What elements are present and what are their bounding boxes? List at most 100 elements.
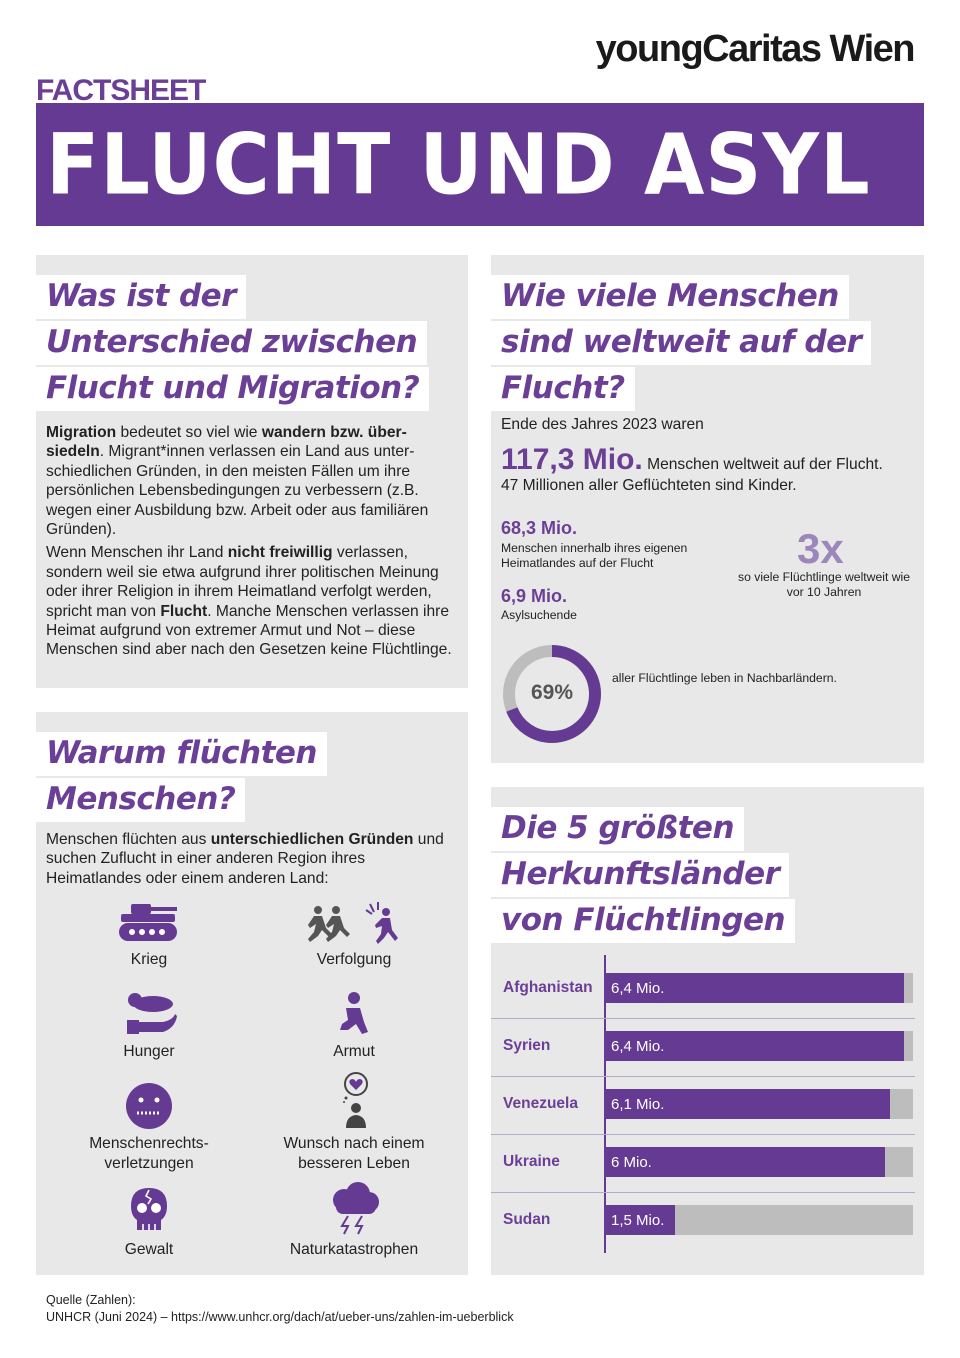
bar — [605, 1089, 890, 1119]
term-wandern: wandern bzw. über-siedeln — [46, 424, 407, 461]
kneeling-person-icon — [340, 992, 368, 1034]
bar-value-label: 6,1 Mio. — [611, 1096, 665, 1113]
panel-numbers: Wie viele Menschen sind weltweit auf der… — [491, 255, 924, 763]
heading-line: sind weltweit auf der — [491, 321, 872, 365]
reason-label: Hunger — [123, 1043, 175, 1060]
reason-verfolgung: Verfolgung — [264, 902, 444, 970]
reason-label: Krieg — [130, 951, 168, 968]
term-migration: Migration — [46, 424, 117, 441]
bar — [605, 1147, 885, 1177]
bar-separator — [491, 1018, 915, 1019]
reason-label: Wunsch nach einem besseren Leben — [283, 1135, 425, 1172]
bar-separator — [491, 1134, 915, 1135]
bar-row: Syrien 6,4 Mio. — [491, 1017, 915, 1075]
bar — [605, 1205, 675, 1235]
numbers-intro: Ende des Jahres 2023 waren — [501, 416, 704, 433]
bar-track: 6 Mio. — [605, 1147, 913, 1177]
reason-label: Gewalt — [124, 1241, 174, 1258]
person-heart-thought-icon — [343, 1072, 368, 1128]
text-span: verlassen, sondern weil sie etwa aufgrun… — [46, 544, 439, 620]
bar-category-label: Venezuela — [503, 1095, 578, 1112]
heading-line: Was ist der — [36, 275, 246, 319]
bar-value-label: 6,4 Mio. — [611, 980, 665, 997]
text-span: Wenn Menschen ihr Land — [46, 544, 228, 562]
heading-line: von Flüchtlingen — [491, 899, 796, 943]
hand-bread-icon — [127, 993, 177, 1034]
heading-line: Warum flüchten — [36, 732, 328, 776]
bar — [605, 1031, 904, 1061]
reason-menschenrechte: Menschenrechts-verletzungen — [59, 1080, 239, 1174]
bar — [605, 973, 904, 1003]
storm-cloud-icon — [333, 1182, 379, 1235]
internal-text: Menschen innerhalb ihres eigenen Heimatl… — [501, 541, 688, 570]
reason-label: Naturkatastrophen — [289, 1241, 419, 1258]
bar-track: 1,5 Mio. — [605, 1205, 913, 1235]
multiplier-value: 3x — [797, 525, 844, 572]
bar-category-label: Syrien — [503, 1037, 551, 1054]
bar-row: Afghanistan 6,4 Mio. — [491, 959, 915, 1017]
heading-line: Flucht? — [491, 367, 635, 411]
source-label: Quelle (Zahlen): — [46, 1293, 136, 1307]
bar-track: 6,4 Mio. — [605, 1031, 913, 1061]
text-span: und suchen Zuflucht in einer anderen Reg… — [46, 831, 444, 887]
reasons-intro: Menschen flüchten aus unterschiedlichen … — [46, 830, 456, 888]
reason-gewalt: Gewalt — [59, 1186, 239, 1260]
bar-value-label: 6,4 Mio. — [611, 1038, 665, 1055]
cracked-skull-icon — [131, 1188, 167, 1230]
bar-category-label: Ukraine — [503, 1153, 560, 1170]
children-note: 47 Millionen aller Geflüchteten sind Kin… — [501, 477, 797, 494]
bar-separator — [491, 1076, 915, 1077]
section-heading: Die 5 größten Herkunftsländer von Flücht… — [491, 807, 796, 945]
reason-armut: Armut — [264, 990, 444, 1062]
section-heading: Wie viele Menschen sind weltweit auf der… — [491, 275, 872, 413]
term-flucht: Flucht — [160, 602, 208, 620]
bar-category-label: Sudan — [503, 1211, 551, 1228]
countries-bar-chart: Afghanistan 6,4 Mio. Syrien 6,4 Mio. Venezue… — [491, 787, 924, 1275]
section-heading: Warum flüchten Menschen? — [36, 732, 328, 824]
reason-krieg: Krieg — [59, 902, 239, 970]
bar-row: Ukraine 6 Mio. — [491, 1133, 915, 1191]
running-people-icon — [308, 902, 398, 944]
difference-text: Migration bedeutet so viel wie wandern b… — [46, 423, 464, 664]
paragraph-flucht: Wenn Menschen ihr Land nicht freiwillig … — [46, 543, 464, 659]
text-span: . Manche Menschen verlassen ihre Heimat … — [46, 602, 452, 659]
heading-line: Menschen? — [36, 778, 246, 822]
panel-countries: Die 5 größten Herkunftsländer von Flücht… — [491, 787, 924, 1275]
heading-line: Herkunftsländer — [491, 853, 790, 897]
term-gruende: unterschiedlichen Gründen — [210, 831, 414, 848]
donut-label: 69% — [530, 681, 574, 704]
reason-naturkatastrophen: Naturkatastrophen — [264, 1182, 444, 1260]
term-nicht-freiwillig: nicht freiwillig — [227, 544, 333, 562]
total-refugees: 117,3 Mio. Menschen weltweit auf der Flu… — [501, 443, 921, 477]
bar-value-label: 1,5 Mio. — [611, 1212, 665, 1229]
bar-category-label: Afghanistan — [503, 979, 593, 996]
multiplier-text: so viele Flüchtlinge weltweit wie vor 10… — [737, 570, 911, 599]
source-note: Quelle (Zahlen): UNHCR (Juni 2024) – htt… — [46, 1292, 514, 1326]
asylum-value: 6,9 Mio. — [501, 586, 568, 606]
heading-line: Unterschied zwischen — [36, 321, 428, 365]
hero-banner: FLUCHT UND ASYL — [36, 103, 924, 226]
reason-label: Armut — [333, 1043, 375, 1060]
hero-title: FLUCHT UND ASYL — [46, 117, 871, 215]
text-span: . Migrant*innen verlassen ein Land aus u… — [46, 443, 429, 539]
bar-track: 6,1 Mio. — [605, 1089, 913, 1119]
reason-wunsch: Wunsch nach einem besseren Leben — [264, 1072, 444, 1174]
panel-reasons: Warum flüchten Menschen? Menschen flücht… — [36, 712, 468, 1275]
text-span: Menschen flüchten aus — [46, 831, 211, 848]
section-heading: Was ist der Unterschied zwischen Flucht … — [36, 275, 430, 413]
reason-hunger: Hunger — [59, 990, 239, 1062]
zipped-mouth-face-icon — [126, 1083, 172, 1129]
asylum-text: Asylsuchende — [501, 608, 577, 622]
reason-label: Menschenrechts-verletzungen — [89, 1135, 209, 1172]
source-url: UNHCR (Juni 2024) – https://www.unhcr.or… — [46, 1310, 514, 1324]
total-text: Menschen weltweit auf der Flucht. — [642, 456, 883, 473]
reason-label: Verfolgung — [316, 951, 392, 968]
paragraph-migration: Migration bedeutet so viel wie wandern b… — [46, 423, 464, 539]
panel-difference: Was ist der Unterschied zwischen Flucht … — [36, 255, 468, 688]
internal-value: 68,3 Mio. — [501, 518, 578, 538]
total-value: 117,3 Mio. — [501, 443, 643, 476]
heading-line: Flucht und Migration? — [36, 367, 430, 411]
bar-row: Venezuela 6,1 Mio. — [491, 1075, 915, 1133]
bar-row: Sudan 1,5 Mio. — [491, 1191, 915, 1249]
neighbour-countries-donut — [503, 645, 601, 743]
